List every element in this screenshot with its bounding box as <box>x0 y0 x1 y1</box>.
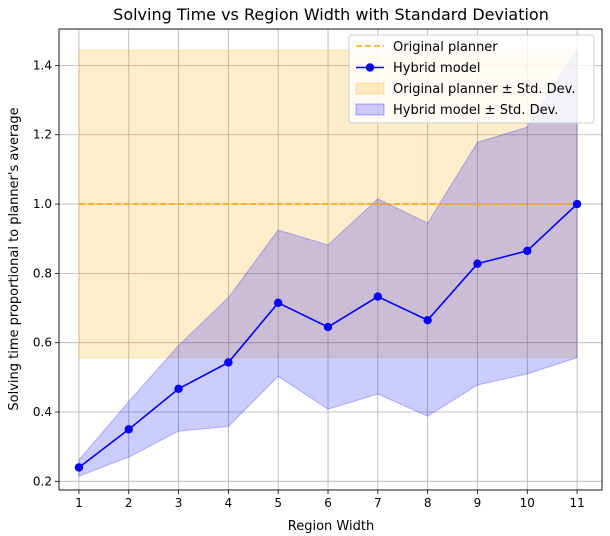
x-tick-label: 3 <box>175 496 183 510</box>
legend-frame <box>348 34 595 124</box>
x-tick-label: 7 <box>374 496 382 510</box>
tick-layer: 1 2 3 4 5 6 7 8 9 10 11 0.2 0.4 0.6 0.8 1.0 1.2 1.4 <box>33 58 585 510</box>
x-tick-label: 1 <box>75 496 83 510</box>
chart-title: Solving Time vs Region Width with Standa… <box>113 5 549 24</box>
y-tick-label: 0.2 <box>33 474 52 488</box>
x-axis-label: Region Width <box>288 519 374 534</box>
x-tick-label: 10 <box>520 496 535 510</box>
hybrid-model-point <box>572 199 582 209</box>
hybrid-model-point <box>473 259 482 268</box>
legend-original-band-swatch <box>355 82 385 95</box>
legend-hybrid-label: Hybrid model <box>393 61 481 76</box>
legend-hybrid-band-label: Hybrid model ± Std. Dev. <box>393 103 558 118</box>
hybrid-model-point <box>423 315 432 325</box>
legend-hybrid-marker <box>365 63 375 72</box>
hybrid-model-point <box>224 358 233 367</box>
hybrid-model-point <box>373 292 383 301</box>
x-tick-label: 9 <box>474 496 482 510</box>
x-tick-label: 2 <box>125 496 133 510</box>
y-tick-label: 1.2 <box>33 128 52 142</box>
hybrid-model-point <box>174 384 183 393</box>
plot-frame <box>58 28 603 491</box>
hybrid-model-point <box>273 298 283 308</box>
y-tick-label: 1.0 <box>33 197 52 211</box>
line-layer <box>74 199 582 472</box>
band-layer <box>78 48 578 477</box>
hybrid-model-point <box>74 463 84 472</box>
legend-hybrid-band-swatch <box>355 103 385 116</box>
hybrid-model-std-band <box>78 48 578 477</box>
y-axis-label: Solving time proportional to planner's a… <box>7 107 22 410</box>
x-tick-label: 5 <box>274 496 282 510</box>
y-tick-label: 0.8 <box>33 266 52 280</box>
original-planner-std-band <box>78 49 578 359</box>
legend: Original planner Hybrid model Original p… <box>348 34 595 124</box>
x-tick-label: 11 <box>569 496 584 510</box>
legend-original-label: Original planner <box>393 40 498 55</box>
x-tick-label: 4 <box>225 496 233 510</box>
y-tick-label: 1.4 <box>33 58 52 72</box>
y-tick-label: 0.6 <box>33 336 52 350</box>
hybrid-model-point <box>523 246 532 256</box>
x-tick-label: 8 <box>424 496 432 510</box>
y-tick-label: 0.4 <box>33 405 52 419</box>
x-tick-label: 6 <box>324 496 332 510</box>
hybrid-model-point <box>323 322 333 332</box>
legend-original-band-label: Original planner ± Std. Dev. <box>393 82 576 97</box>
hybrid-model-point <box>124 425 133 434</box>
